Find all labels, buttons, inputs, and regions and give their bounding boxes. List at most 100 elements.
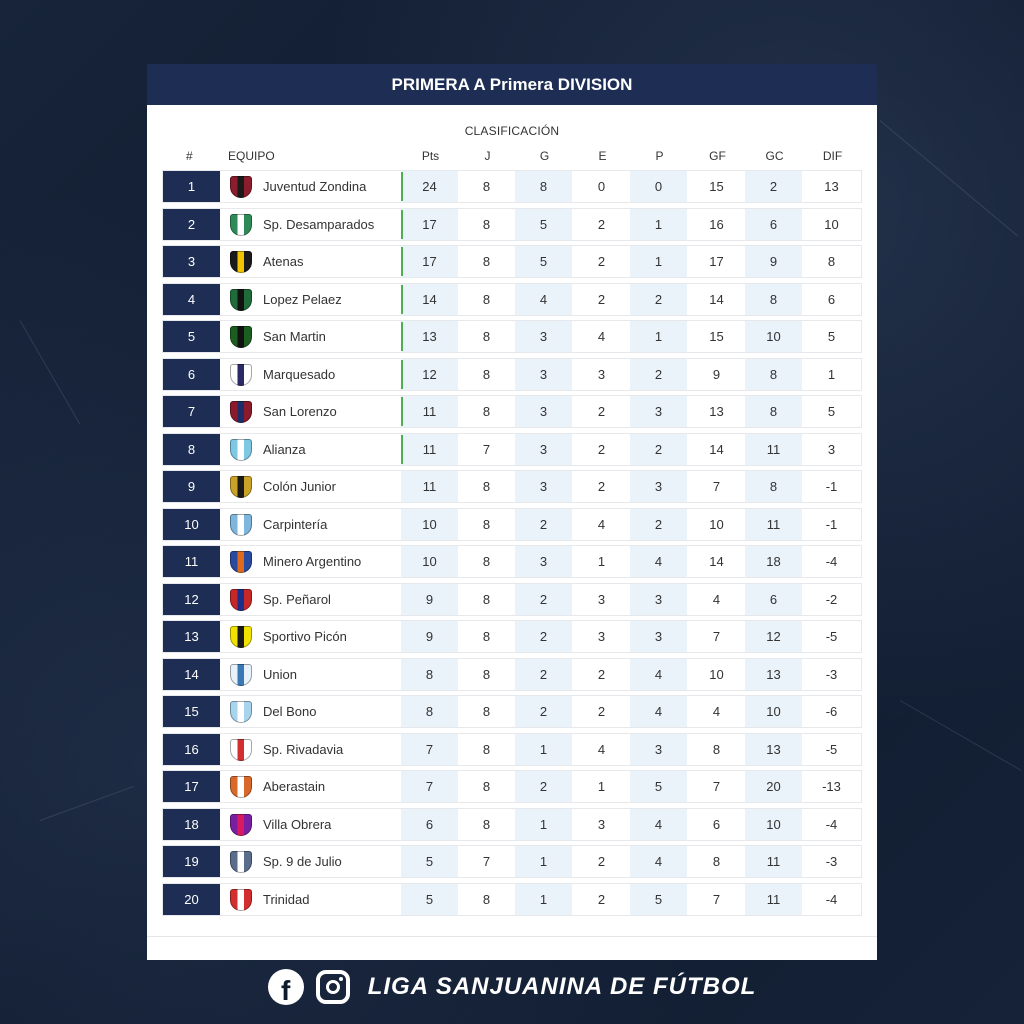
stat-e: 2	[597, 254, 606, 269]
stat-pts: 17	[401, 208, 458, 240]
table-row: 19 Sp. 9 de Julio 5 7 1 2 4 8 11 -3	[162, 845, 862, 878]
stat-p: 3	[630, 583, 687, 615]
stat-pts: 9	[401, 621, 458, 652]
team-crest-icon	[230, 363, 252, 386]
stat-gc: 20	[745, 771, 802, 802]
stat-dif: -1	[825, 479, 838, 494]
stat-gf: 7	[712, 629, 721, 644]
stat-dif: -5	[825, 741, 838, 757]
stat-dif: -2	[825, 591, 838, 607]
divider	[147, 936, 877, 937]
team-name: Lopez Pelaez	[263, 291, 342, 307]
stat-j: 8	[482, 366, 491, 382]
qualification-marker	[401, 209, 403, 239]
team-name: Trinidad	[263, 891, 310, 907]
team-crest-icon	[230, 626, 252, 648]
team-name: Sportivo Picón	[263, 629, 347, 644]
stat-e: 0	[597, 179, 606, 194]
stat-gc: 12	[745, 621, 802, 652]
stat-pts: 10	[401, 508, 458, 540]
stat-dif: 8	[827, 254, 836, 269]
position-cell: 17	[163, 771, 220, 802]
table-row: 17 Aberastain 7 8 2 1 5 7 20 -13	[162, 770, 862, 803]
team-crest-icon	[230, 888, 252, 911]
team-crest-icon	[230, 851, 252, 873]
stat-gc: 11	[745, 846, 802, 877]
stat-gc: 13	[745, 733, 802, 765]
stat-dif: 10	[824, 216, 839, 232]
team-name: Colón Junior	[263, 479, 336, 494]
stat-pts: 24	[401, 171, 458, 202]
stat-pts: 8	[401, 696, 458, 727]
stat-j: 7	[482, 441, 491, 457]
stat-gf: 7	[712, 479, 721, 494]
stat-pts: 11	[401, 396, 458, 427]
qualification-marker	[401, 247, 403, 276]
stat-gf: 13	[709, 404, 724, 419]
position-cell: 8	[163, 433, 220, 465]
stat-dif: -4	[825, 554, 838, 569]
table-row: 15 Del Bono 8 8 2 2 4 4 10 -6	[162, 695, 862, 728]
stat-dif: -13	[822, 779, 841, 794]
stat-j: 8	[482, 779, 491, 794]
team-crest-icon	[230, 513, 252, 536]
stat-g: 2	[515, 658, 572, 690]
page-title: PRIMERA A Primera DIVISION	[147, 64, 877, 105]
table-row: 18 Villa Obrera 6 8 1 3 4 6 10 -4	[162, 807, 862, 841]
stat-p: 2	[630, 508, 687, 540]
stat-gc: 9	[745, 246, 802, 277]
position-cell: 3	[163, 246, 220, 277]
league-name: LIGA SANJUANINA DE FÚTBOL	[367, 973, 757, 1000]
stat-pts: 17	[401, 246, 458, 277]
stat-g: 3	[515, 321, 572, 352]
stat-gf: 8	[712, 741, 721, 757]
stat-gc: 11	[745, 883, 802, 915]
position-cell: 16	[163, 733, 220, 765]
position-cell: 15	[163, 696, 220, 727]
stat-gc: 6	[745, 208, 802, 240]
team-crest-icon	[230, 476, 252, 498]
table-row: 3 Atenas 17 8 5 2 1 17 9 8	[162, 245, 862, 278]
qualification-marker	[401, 359, 403, 389]
team-name: Marquesado	[263, 366, 336, 382]
stat-pts: 5	[401, 883, 458, 915]
stat-pts: 8	[401, 658, 458, 690]
table-row: 10 Carpintería 10 8 2 4 2 10 11 -1	[162, 507, 862, 541]
stat-p: 1	[630, 208, 687, 240]
stat-p: 1	[630, 246, 687, 277]
stat-gf: 14	[709, 554, 724, 569]
stat-e: 4	[597, 516, 606, 532]
stat-gc: 8	[745, 396, 802, 427]
stat-gf: 9	[712, 366, 721, 382]
stat-p: 4	[630, 846, 687, 877]
stat-gc: 10	[745, 696, 802, 727]
stat-g: 3	[515, 358, 572, 390]
col-gc: GC	[765, 149, 784, 163]
table-row: 4 Lopez Pelaez 14 8 4 2 2 14 8 6	[162, 282, 862, 316]
position-cell: 11	[163, 546, 220, 577]
stat-gc: 18	[745, 546, 802, 577]
col-dif: DIF	[822, 149, 843, 163]
stat-p: 4	[630, 658, 687, 690]
table-row: 6 Marquesado 12 8 3 3 2 9 8 1	[162, 357, 862, 391]
position-cell: 2	[163, 208, 220, 240]
table-row: 7 San Lorenzo 11 8 3 2 3 13 8 5	[162, 395, 862, 428]
stat-pts: 5	[401, 846, 458, 877]
stat-e: 2	[597, 404, 606, 419]
stat-dif: -3	[825, 854, 838, 869]
stat-dif: 5	[827, 404, 836, 419]
position-cell: 12	[163, 583, 220, 615]
stat-e: 3	[597, 816, 606, 832]
instagram-icon[interactable]	[315, 970, 350, 1004]
col-j: J	[484, 149, 491, 163]
table-row: 9 Colón Junior 11 8 3 2 3 7 8 -1	[162, 470, 862, 503]
facebook-icon[interactable]: f	[267, 969, 304, 1005]
stat-j: 8	[482, 554, 491, 569]
position-cell: 9	[163, 471, 220, 502]
table-row: 20 Trinidad 5 8 1 2 5 7 11 -4	[162, 882, 862, 916]
stat-p: 3	[630, 396, 687, 427]
stat-j: 8	[482, 216, 491, 232]
standings-table: 1 Juventud Zondina 24 8 8 0 0 15 2 13 2 Sp. Desampa…	[162, 170, 862, 920]
column-headers: # EQUIPO Pts J G E P GF GC DIF	[147, 149, 877, 165]
stat-gf: 17	[709, 254, 724, 269]
